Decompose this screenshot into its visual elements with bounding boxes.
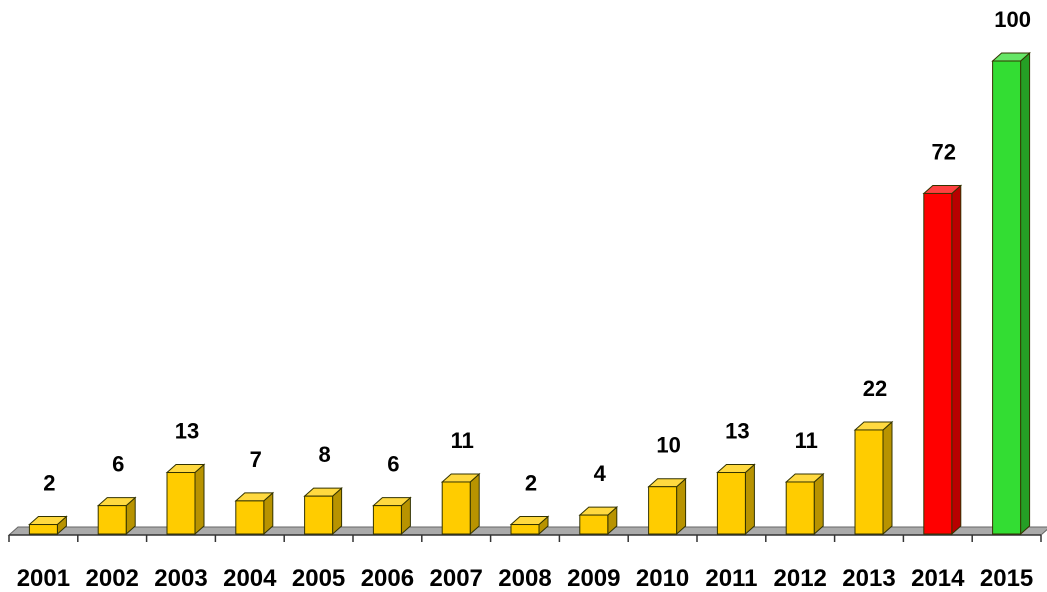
bar-front-face <box>510 524 540 535</box>
value-label-2015: 100 <box>994 7 1031 32</box>
category-label-2014: 2014 <box>911 565 965 592</box>
category-label-2008: 2008 <box>498 565 551 592</box>
bar-2001 <box>28 515 68 536</box>
category-label-2010: 2010 <box>636 565 689 592</box>
bar-2015 <box>991 51 1031 536</box>
bar-side-face <box>813 472 824 536</box>
value-label-2014: 72 <box>932 139 956 164</box>
category-label-2011: 2011 <box>705 565 757 592</box>
category-label-2009: 2009 <box>567 565 620 592</box>
category-label-2006: 2006 <box>361 565 414 592</box>
category-label-2012: 2012 <box>774 565 827 592</box>
bar-front-face <box>579 514 609 535</box>
bar-front-face <box>304 495 334 535</box>
bar-side-face <box>744 463 755 536</box>
bar-front-face <box>235 500 265 535</box>
bar-side-face <box>469 472 480 536</box>
value-label-2002: 6 <box>112 452 124 477</box>
bar-front-face <box>923 192 953 535</box>
bar-front-face <box>716 472 746 535</box>
category-label-2013: 2013 <box>842 565 895 592</box>
bar-2009 <box>578 505 619 536</box>
bar-2007 <box>440 472 481 536</box>
category-label-2004: 2004 <box>223 565 277 592</box>
value-label-2006: 6 <box>387 452 399 477</box>
category-label-2015: 2015 <box>980 565 1033 592</box>
value-label-2008: 2 <box>525 471 537 496</box>
value-label-2003: 13 <box>175 419 199 444</box>
category-label-2003: 2003 <box>154 565 207 592</box>
bar-2002 <box>96 496 137 536</box>
bar-2013 <box>853 420 894 536</box>
bar-2004 <box>234 491 275 536</box>
value-label-2007: 11 <box>451 428 474 453</box>
bar-side-face <box>1020 51 1031 536</box>
value-label-2009: 4 <box>594 461 607 486</box>
bar-2010 <box>647 477 687 536</box>
category-label-2007: 2007 <box>430 565 483 592</box>
bar-front-face <box>992 60 1022 535</box>
bar-2014 <box>922 184 963 536</box>
bar-2008 <box>509 515 550 536</box>
value-label-2005: 8 <box>318 442 330 467</box>
bar-front-face <box>648 486 678 535</box>
bar-front-face <box>785 481 815 535</box>
value-label-2004: 7 <box>250 447 262 472</box>
category-label-2005: 2005 <box>292 565 345 592</box>
bar-2003 <box>165 463 206 536</box>
bar-front-face <box>372 505 402 535</box>
bar-2005 <box>303 487 343 536</box>
bar-2011 <box>716 463 756 536</box>
bars-group <box>28 51 1031 536</box>
category-label-2001: 2001 <box>17 565 70 592</box>
value-label-2011: 13 <box>725 419 749 444</box>
value-label-2010: 10 <box>656 433 680 458</box>
bar-side-face <box>882 420 893 536</box>
bar-2012 <box>784 472 825 536</box>
value-label-2012: 11 <box>795 428 818 453</box>
bar-front-face <box>854 429 884 535</box>
bar-side-face <box>676 477 687 536</box>
bar-front-face <box>97 505 127 535</box>
bar-2006 <box>372 496 412 536</box>
bar-front-face <box>28 524 58 535</box>
bar-side-face <box>194 463 205 536</box>
category-labels-group: 2001 2002 2003 2004 2005 2006 2007 2008 2009 2010… <box>17 565 1034 592</box>
value-label-2001: 2 <box>43 471 55 496</box>
bar-side-face <box>951 184 962 536</box>
value-label-2013: 22 <box>863 376 887 401</box>
bar-front-face <box>441 481 471 535</box>
value-labels-group: 2 6 13 7 8 6 11 2 4 10 13 11 22 72 100 <box>43 7 1031 496</box>
category-label-2002: 2002 <box>86 565 139 592</box>
bar-front-face <box>166 472 196 535</box>
